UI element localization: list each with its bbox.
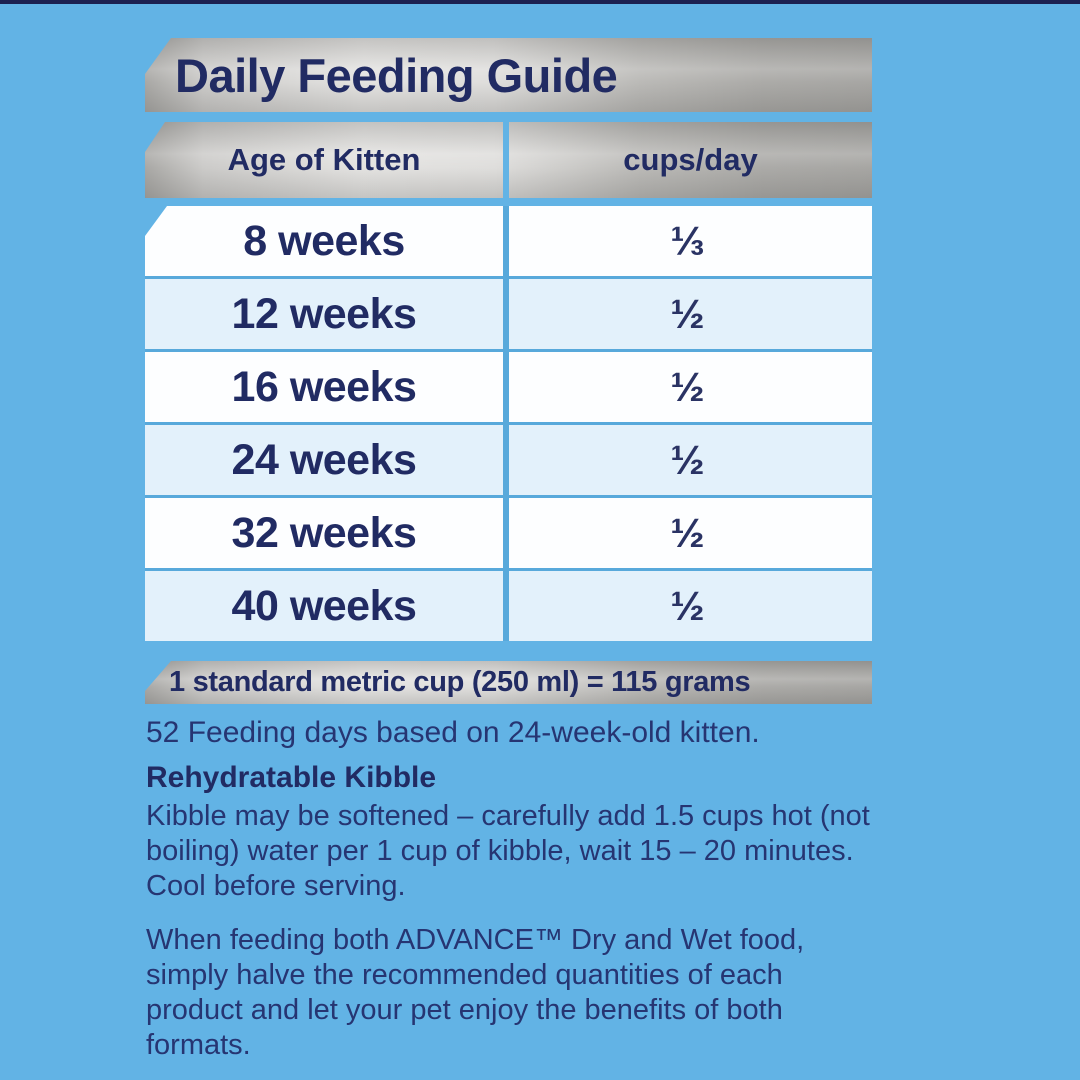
column-divider (503, 498, 509, 568)
table-row: 16 weeks ½ (145, 352, 872, 422)
column-divider (503, 279, 509, 349)
table-row: 40 weeks ½ (145, 571, 872, 641)
age-cell: 32 weeks (231, 508, 417, 557)
age-cell: 16 weeks (231, 362, 417, 411)
feeding-table: 8 weeks ⅓ 12 weeks ½ 16 weeks ½ 24 weeks… (145, 206, 872, 641)
column-divider (503, 571, 509, 641)
rehydratable-kibble-body: Kibble may be softened – carefully add 1… (146, 800, 870, 902)
table-row: 12 weeks ½ (145, 279, 872, 349)
age-cell: 40 weeks (231, 581, 417, 630)
cups-cell: ½ (670, 582, 705, 629)
row-divider (145, 276, 872, 279)
row-divider (145, 349, 872, 352)
rehydratable-kibble-heading: Rehydratable Kibble (146, 761, 437, 794)
age-cell: 12 weeks (231, 289, 417, 338)
column-divider (503, 352, 509, 422)
cups-cell: ½ (670, 363, 705, 410)
table-row: 8 weeks ⅓ (145, 206, 872, 276)
column-divider (503, 425, 509, 495)
combined-feeding-note: When feeding both ADVANCE™ Dry and Wet f… (146, 924, 805, 1061)
age-cell: 24 weeks (231, 435, 417, 484)
page-title: Daily Feeding Guide (175, 48, 618, 102)
cups-cell: ½ (670, 509, 705, 556)
metric-cup-note: 1 standard metric cup (250 ml) = 115 gra… (169, 666, 751, 698)
top-edge-strip (0, 0, 1080, 4)
title-bar: Daily Feeding Guide (145, 38, 872, 112)
header-column-divider (503, 122, 509, 198)
metric-cup-note-bar: 1 standard metric cup (250 ml) = 115 gra… (145, 661, 872, 704)
row-divider (145, 422, 872, 425)
age-cell: 8 weeks (243, 216, 405, 265)
header-cell-age: Age of Kitten (227, 142, 421, 177)
header-cell-cups: cups/day (623, 142, 758, 177)
feeding-days-note: 52 Feeding days based on 24-week-old kit… (146, 716, 760, 749)
table-header-row: Age of Kitten cups/day (145, 122, 872, 198)
cups-cell: ⅓ (670, 217, 705, 264)
table-row: 24 weeks ½ (145, 425, 872, 495)
cups-cell: ½ (670, 290, 705, 337)
table-row: 32 weeks ½ (145, 498, 872, 568)
row-divider (145, 495, 872, 498)
row-divider (145, 568, 872, 571)
column-divider (503, 206, 509, 276)
cups-cell: ½ (670, 436, 705, 483)
